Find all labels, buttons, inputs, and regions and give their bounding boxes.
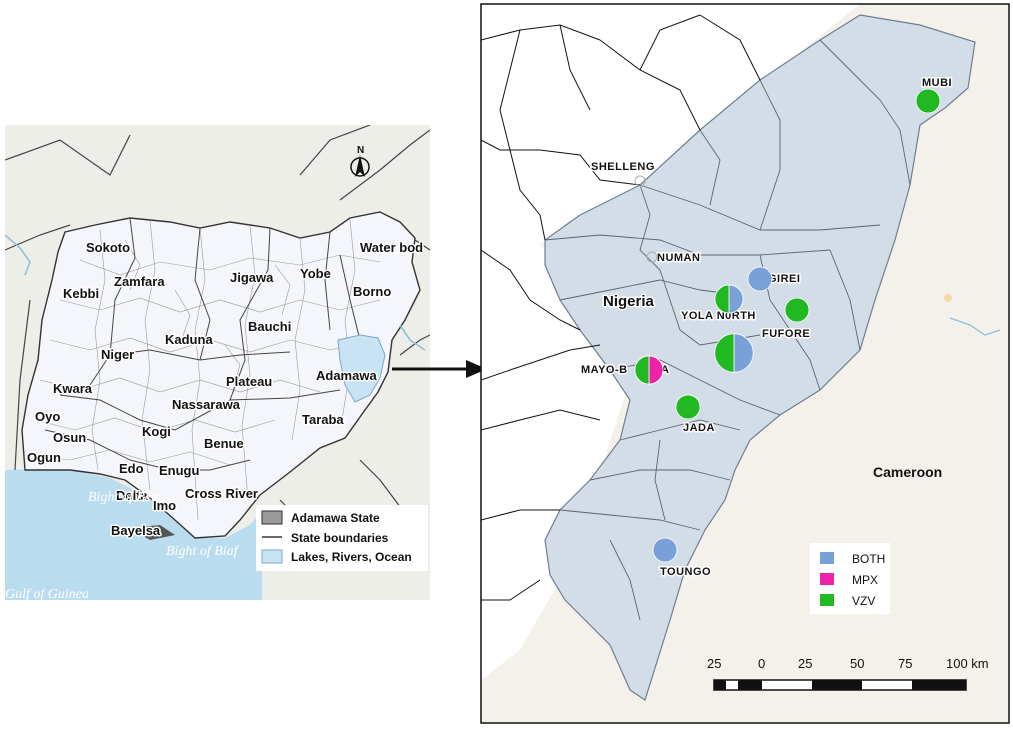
inset-rivers — [5, 234, 426, 351]
pie-slice-vzv — [675, 394, 701, 420]
inset-map: Sokoto Zamfara Kebbi Jigawa Yobe Borno K… — [5, 125, 430, 602]
nigeria-outline — [21, 211, 421, 539]
state-labels: Sokoto Zamfara Kebbi Jigawa Yobe Borno K… — [26, 239, 425, 540]
case-pies — [634, 88, 941, 563]
country-label: Nigeria — [603, 293, 655, 310]
adamawa-state-area — [544, 14, 976, 701]
scale-bar: 25 0 25 50 75 100 km — [707, 656, 989, 691]
inset-legend-label: Lakes, Rivers, Ocean — [291, 550, 412, 564]
nigeria-lga-boundaries — [481, 14, 761, 601]
scale-tick-label: 25 — [798, 656, 812, 671]
inset-legend-label: Adamawa State — [291, 511, 380, 525]
lga-label: MAYO-B — [581, 364, 628, 376]
pointer-arrow-icon — [392, 360, 487, 378]
water-label: Bight of Biaf — [166, 544, 240, 559]
state-label: Jigawa — [230, 270, 274, 285]
lga-label-suffix: A — [661, 364, 669, 376]
scale-end-label: 100 km — [946, 656, 989, 671]
inset-legend-label: State boundaries — [291, 531, 389, 545]
state-label: Plateau — [226, 374, 272, 389]
pie-slice-vzv — [784, 297, 810, 323]
state-label: Edo — [119, 461, 144, 476]
lga-label: TOUNGO — [660, 566, 711, 578]
north-label: N — [357, 145, 364, 156]
pie-slice-both — [728, 284, 744, 314]
inset-ocean — [5, 468, 262, 600]
lga-label: FUFORE — [762, 328, 810, 340]
main-map-frame — [480, 3, 1010, 724]
water-label: Bight of Ben — [88, 490, 158, 505]
water-label: Gulf of Guinea — [5, 587, 89, 602]
neighbor-country-label: Cameroon — [873, 464, 942, 480]
main-map: Nigeria Cameroon MUBI SHELLENG NUMAN GIR… — [481, 4, 1009, 723]
legend-label-both: BOTH — [852, 552, 885, 566]
north-arrow-icon: N — [350, 145, 370, 177]
legend-gray-swatch — [261, 510, 283, 525]
state-label: Zamfara — [114, 274, 165, 289]
lga-label: NUMAN — [657, 252, 700, 264]
main-lga-boundaries — [544, 39, 911, 621]
state-label: Kebbi — [63, 286, 99, 301]
lga-label: SHELLENG — [591, 161, 655, 173]
empty-case-marker — [646, 251, 658, 263]
legend-label-vzv: VZV — [852, 594, 875, 608]
state-label: Bayelsa — [111, 523, 161, 538]
state-label: Cross River — [185, 486, 258, 501]
state-label: Niger — [101, 347, 134, 362]
state-label: Kogi — [142, 424, 171, 439]
empty-case-marker — [634, 175, 646, 187]
state-label: Taraba — [302, 412, 344, 427]
pie-slice-vzv — [714, 333, 735, 373]
state-label: Nassarawa — [172, 397, 241, 412]
legend-swatch-mpx — [820, 573, 834, 585]
state-label: Bauchi — [248, 319, 291, 334]
pie-slice-both — [733, 333, 754, 373]
scale-tick-label: 0 — [758, 656, 765, 671]
pie-slice-both — [652, 537, 678, 563]
state-label: Yobe — [300, 266, 331, 281]
legend-label-mpx: MPX — [852, 573, 878, 587]
legend-swatch-both — [820, 552, 834, 564]
state-boundaries — [44, 217, 371, 471]
lga-label: YOLA N0RTH — [681, 310, 756, 322]
pie-slice-vzv — [714, 284, 730, 314]
lga-label: MUBI — [922, 77, 952, 89]
scale-tick-label: 75 — [898, 656, 912, 671]
state-label: Sokoto — [86, 240, 130, 255]
state-label: Kaduna — [165, 332, 213, 347]
state-label: Kwara — [53, 381, 93, 396]
state-label: Adamawa — [316, 368, 377, 383]
pie-slice-vzv — [634, 355, 650, 385]
pie-slice-mpx — [648, 355, 664, 385]
state-label: Benue — [204, 436, 244, 451]
map-feature — [944, 294, 952, 302]
state-label: Ogun — [27, 450, 61, 465]
state-label: Water bod — [360, 240, 423, 255]
inset-legend: Adamawa State State boundaries Lakes, Ri… — [256, 505, 428, 571]
legend-blue-swatch — [261, 549, 283, 564]
legend-swatch-vzv — [820, 594, 834, 606]
adamawa-highlight — [337, 334, 386, 403]
scale-tick-label: 25 — [707, 656, 721, 671]
pie-slice-both — [747, 266, 773, 292]
case-legend: BOTH MPX VZV — [810, 543, 890, 614]
lga-boundaries — [29, 219, 381, 521]
lga-labels: MUBI SHELLENG NUMAN GIREI YOLA N0RTH FUF… — [580, 76, 954, 580]
delta-region — [130, 525, 175, 540]
pie-slice-vzv — [915, 88, 941, 114]
lga-label: GIREI — [768, 273, 800, 285]
inset-legend-box — [256, 505, 428, 571]
state-label: Borno — [353, 284, 391, 299]
state-label: Osun — [53, 430, 86, 445]
scale-tick-label: 50 — [850, 656, 864, 671]
state-label: Imo — [153, 498, 176, 513]
lga-label: JADA — [683, 422, 715, 434]
state-label: Oyo — [35, 409, 60, 424]
state-label: Delta — [116, 488, 149, 503]
state-label: Enugu — [159, 463, 199, 478]
